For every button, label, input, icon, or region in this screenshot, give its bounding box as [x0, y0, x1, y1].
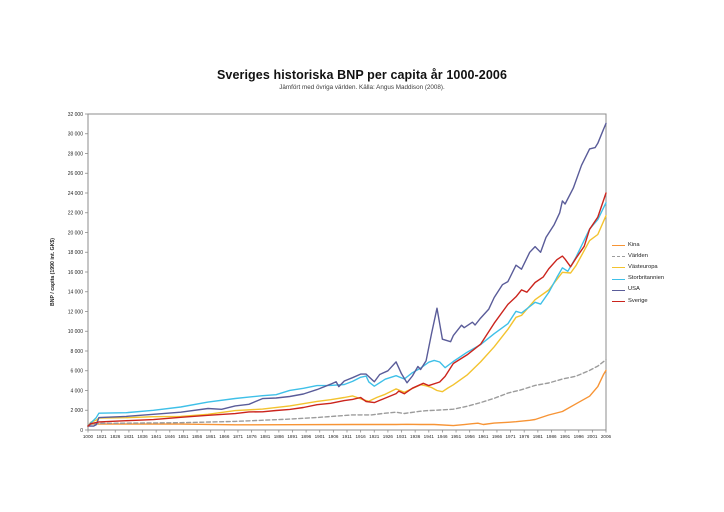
y-axis-tick-label: 16 000	[68, 270, 84, 276]
legend-swatch-västeuropa	[612, 267, 625, 269]
y-axis-tick-label: 32 000	[68, 112, 84, 118]
series-line-sverige	[87, 192, 607, 427]
x-axis-tick-label: 1886	[274, 434, 285, 439]
x-axis-tick-label: 1991	[560, 434, 571, 439]
x-axis-tick-label: 1951	[451, 434, 462, 439]
y-axis-tick-label: 30 000	[68, 132, 84, 138]
legend-label: USA	[628, 286, 640, 293]
series-line-usa	[87, 122, 607, 427]
x-axis-tick-label: 1971	[505, 434, 516, 439]
y-axis-tick-label: 22 000	[68, 211, 84, 217]
legend-item-världen: Världen	[612, 251, 664, 262]
y-axis-tick-label: 14 000	[68, 290, 84, 296]
y-axis-tick-label: 6 000	[70, 369, 83, 375]
series-line-västeuropa	[87, 214, 607, 427]
legend-item-sverige: Sverige	[612, 296, 664, 307]
legend-item-storbritannien: Storbritannien	[612, 274, 664, 285]
y-axis-tick-label: 12 000	[68, 309, 84, 315]
legend-item-kina: Kina	[612, 240, 664, 251]
x-axis-tick-label: 1826	[110, 434, 121, 439]
legend-label: Världen	[628, 252, 648, 259]
legend-label: Västeuropa	[628, 264, 658, 271]
series-line-världen	[87, 359, 607, 427]
legend-swatch-usa	[612, 289, 625, 291]
x-axis-tick-label: 1901	[315, 434, 326, 439]
x-axis-tick-label: 1896	[301, 434, 312, 439]
x-axis-tick-label: 1876	[246, 434, 257, 439]
x-axis-tick-label: 1906	[328, 434, 339, 439]
legend-label: Storbritannien	[628, 275, 665, 282]
x-axis-tick-label: 1961	[478, 434, 489, 439]
x-axis-tick-label: 1966	[492, 434, 503, 439]
x-axis-tick-label: 1881	[260, 434, 271, 439]
x-axis-tick-label: 1916	[356, 434, 367, 439]
x-axis-tick-label: 1891	[287, 434, 298, 439]
x-axis-tick-label: 1936	[410, 434, 421, 439]
x-axis-tick-label: 1946	[437, 434, 448, 439]
x-axis-tick-label: 1851	[178, 434, 189, 439]
y-axis-tick-label: 20 000	[68, 230, 84, 236]
x-axis-tick-label: 1911	[342, 434, 352, 439]
legend-swatch-storbritannien	[612, 278, 625, 280]
y-axis-tick-label: 18 000	[68, 250, 84, 256]
x-axis-tick-label: 1976	[519, 434, 530, 439]
chart-title: Sveriges historiska BNP per capita år 10…	[216, 68, 508, 82]
x-axis-tick-label: 1841	[151, 434, 162, 439]
y-axis-tick-label: 8 000	[70, 349, 83, 355]
x-axis-tick-label: 1871	[233, 434, 244, 439]
x-axis-tick-label: 1856	[192, 434, 203, 439]
x-axis-tick-label: 1956	[465, 434, 476, 439]
legend-label: Sverige	[628, 297, 648, 304]
x-axis-tick-label: 1831	[124, 434, 135, 439]
x-axis-tick-label: 1996	[574, 434, 585, 439]
y-axis-tick-label: 24 000	[68, 191, 84, 197]
legend-item-västeuropa: Västeuropa	[612, 262, 664, 273]
chart-subtitle: Jämfört med övriga världen. Källa: Angus…	[279, 84, 445, 91]
y-axis-tick-label: 28 000	[68, 151, 84, 157]
x-axis-tick-label: 1986	[546, 434, 557, 439]
legend-swatch-kina	[612, 245, 625, 247]
x-axis-tick-label: 1931	[396, 434, 407, 439]
x-axis-tick-label: 1000	[83, 434, 94, 439]
plot-frame	[87, 113, 607, 431]
x-axis-tick-label: 2001	[587, 434, 598, 439]
y-axis-tick-label: 2 000	[70, 408, 83, 414]
x-axis-tick-label: 1836	[137, 434, 148, 439]
x-axis-tick-label: 1821	[97, 434, 108, 439]
x-axis-tick-label: 1921	[369, 434, 380, 439]
legend-item-usa: USA	[612, 285, 664, 296]
series-line-storbritannien	[87, 201, 607, 427]
series-line-kina	[87, 369, 607, 427]
x-axis-tick-label: 1861	[206, 434, 217, 439]
x-axis-tick-label: 2006	[601, 434, 612, 439]
legend-swatch-världen	[612, 256, 625, 258]
legend-label: Kina	[628, 241, 640, 248]
y-axis-tick-label: 26 000	[68, 171, 84, 177]
x-axis-tick-label: 1866	[219, 434, 230, 439]
y-axis-tick-label: 0	[80, 428, 83, 434]
y-axis-tick-label: 10 000	[68, 329, 84, 335]
y-axis-tick-label: 4 000	[70, 388, 83, 394]
y-axis-title: BNP / capita (1990 int. GK$)	[50, 238, 56, 306]
legend-swatch-sverige	[612, 301, 625, 303]
x-axis-tick-label: 1926	[383, 434, 394, 439]
x-axis-tick-label: 1981	[533, 434, 544, 439]
x-axis-tick-label: 1846	[165, 434, 176, 439]
legend: Kina Världen Västeuropa Storbritannien USA Sv…	[612, 240, 664, 307]
x-axis-tick-label: 1941	[424, 434, 435, 439]
